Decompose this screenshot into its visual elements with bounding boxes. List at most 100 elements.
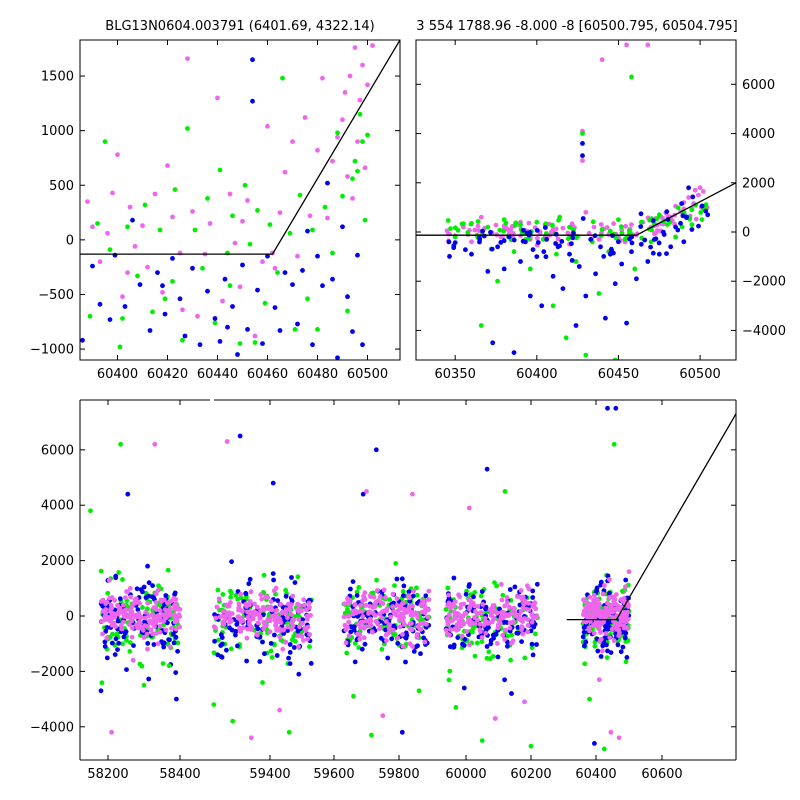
data-point-magenta — [90, 224, 95, 230]
data-point-magenta — [409, 627, 415, 633]
data-point-blue — [150, 583, 156, 588]
data-point-blue — [350, 579, 356, 584]
data-point-blue — [145, 563, 151, 569]
data-point-blue — [664, 251, 669, 256]
data-point-green — [468, 221, 474, 227]
data-point-magenta — [213, 615, 219, 621]
data-point-blue — [350, 329, 355, 334]
data-point-blue — [286, 655, 291, 661]
data-point-blue — [362, 641, 368, 647]
data-point-blue — [638, 211, 644, 217]
data-point-magenta — [358, 625, 363, 631]
data-point-blue — [455, 635, 461, 640]
data-point-magenta — [474, 611, 480, 617]
data-point-magenta — [447, 612, 452, 618]
data-point-magenta — [612, 606, 617, 612]
data-point-blue — [576, 264, 582, 269]
data-point-green — [247, 241, 253, 247]
data-point-magenta — [367, 609, 372, 615]
data-point-green — [698, 210, 704, 215]
data-point-magenta — [418, 626, 424, 632]
data-point-magenta — [525, 583, 530, 589]
data-point-blue — [285, 628, 290, 633]
data-point-magenta — [501, 611, 506, 616]
data-point-magenta — [448, 627, 454, 632]
data-point-green — [497, 227, 503, 233]
data-point-green — [518, 222, 523, 228]
data-point-green — [387, 597, 393, 603]
data-point-magenta — [518, 588, 524, 593]
data-point-magenta — [236, 601, 242, 607]
data-point-magenta — [128, 617, 134, 622]
data-point-green — [472, 590, 478, 595]
data-point-green — [114, 631, 120, 636]
data-point-magenta — [390, 591, 396, 597]
data-point-magenta — [141, 635, 147, 640]
x-tick-label: 59600 — [313, 767, 354, 782]
data-point-green — [478, 593, 484, 599]
data-point-magenta — [244, 635, 250, 641]
data-point-magenta — [507, 625, 513, 631]
y-tick-label: −4000 — [30, 720, 74, 735]
data-point-green — [554, 251, 559, 257]
data-point-green — [392, 583, 397, 588]
data-point-magenta — [108, 616, 114, 622]
data-point-blue — [580, 141, 585, 146]
data-point-blue — [520, 227, 526, 233]
data-point-blue — [355, 252, 360, 258]
data-point-green — [511, 249, 517, 255]
data-point-magenta — [168, 598, 174, 604]
data-point-magenta — [346, 619, 352, 625]
data-point-magenta — [145, 624, 150, 629]
data-point-blue — [348, 586, 353, 592]
data-point-green — [260, 680, 265, 685]
data-point-blue — [463, 591, 469, 597]
data-point-blue — [678, 220, 683, 226]
data-point-blue — [146, 580, 152, 586]
data-point-magenta — [278, 628, 284, 633]
data-point-green — [472, 653, 478, 659]
data-point-blue — [573, 323, 579, 328]
x-tick-label: 60500 — [679, 367, 720, 382]
data-point-magenta — [220, 298, 225, 304]
data-point-blue — [593, 271, 598, 277]
data-point-blue — [605, 405, 610, 411]
data-point-blue — [517, 602, 523, 608]
data-point-magenta — [130, 657, 136, 663]
data-point-magenta — [370, 610, 376, 616]
data-point-magenta — [135, 625, 140, 631]
data-point-magenta — [358, 602, 363, 608]
data-point-magenta — [302, 115, 308, 120]
data-point-green — [230, 213, 235, 219]
data-point-magenta — [475, 223, 481, 229]
data-point-blue — [287, 642, 293, 647]
data-point-magenta — [164, 600, 170, 606]
data-point-magenta — [265, 123, 270, 129]
data-point-blue — [135, 607, 141, 612]
data-point-blue — [113, 573, 119, 579]
data-point-green — [529, 645, 535, 651]
data-point-green — [522, 655, 528, 661]
data-point-magenta — [357, 636, 363, 642]
data-point-green — [484, 655, 490, 661]
data-point-blue — [80, 337, 85, 343]
data-point-green — [502, 489, 508, 494]
data-point-magenta — [352, 602, 358, 608]
data-point-magenta — [102, 617, 107, 623]
data-point-magenta — [362, 165, 368, 171]
data-point-magenta — [227, 191, 233, 197]
data-point-green — [550, 223, 555, 228]
data-point-magenta — [380, 713, 386, 719]
data-point-green — [362, 217, 368, 223]
data-point-blue — [373, 447, 379, 453]
data-point-magenta — [155, 587, 161, 593]
data-point-blue — [615, 642, 621, 648]
data-point-magenta — [173, 626, 179, 632]
data-point-blue — [289, 575, 294, 580]
data-point-magenta — [289, 626, 294, 632]
data-point-magenta — [255, 620, 261, 626]
data-point-green — [110, 631, 115, 637]
data-point-green — [87, 313, 93, 319]
data-point-green — [495, 278, 500, 284]
data-point-green — [583, 352, 589, 358]
